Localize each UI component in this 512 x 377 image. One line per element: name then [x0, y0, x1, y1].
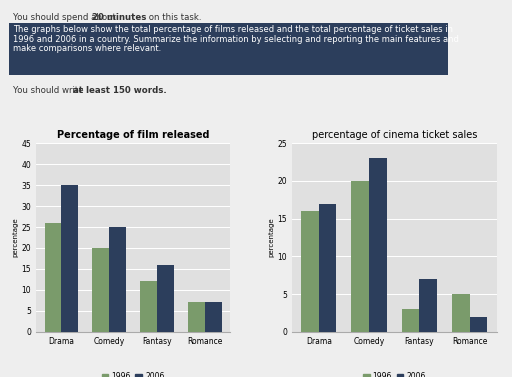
Legend: 1996, 2006: 1996, 2006 — [98, 369, 168, 377]
Legend: 1996, 2006: 1996, 2006 — [359, 369, 429, 377]
Bar — [61, 185, 78, 332]
Text: 20 minutes: 20 minutes — [92, 13, 146, 22]
Bar — [319, 204, 336, 332]
Text: The graphs below show the total percentage of films released and the total perce: The graphs below show the total percenta… — [13, 25, 453, 34]
Text: on this task.: on this task. — [146, 13, 202, 22]
Bar — [157, 265, 174, 332]
Bar — [402, 309, 419, 332]
Text: You should write: You should write — [13, 86, 86, 95]
Bar — [301, 211, 319, 332]
Bar — [205, 302, 222, 332]
Y-axis label: percentage: percentage — [269, 218, 274, 257]
Bar — [188, 302, 205, 332]
Bar — [452, 294, 470, 332]
Bar — [140, 282, 157, 332]
Text: You should spend about: You should spend about — [13, 13, 119, 22]
Y-axis label: percentage: percentage — [12, 218, 18, 257]
Bar — [351, 181, 369, 332]
Text: at least 150 words.: at least 150 words. — [73, 86, 167, 95]
Bar — [93, 248, 109, 332]
Title: percentage of cinema ticket sales: percentage of cinema ticket sales — [312, 130, 477, 140]
Bar — [109, 227, 126, 332]
Bar — [45, 223, 61, 332]
Bar — [369, 158, 387, 332]
Text: 1996 and 2006 in a country. Summarize the information by selecting and reporting: 1996 and 2006 in a country. Summarize th… — [13, 35, 459, 44]
Text: make comparisons where relevant.: make comparisons where relevant. — [13, 44, 161, 53]
Bar — [470, 317, 487, 332]
Bar — [419, 279, 437, 332]
Title: Percentage of film released: Percentage of film released — [57, 130, 209, 140]
